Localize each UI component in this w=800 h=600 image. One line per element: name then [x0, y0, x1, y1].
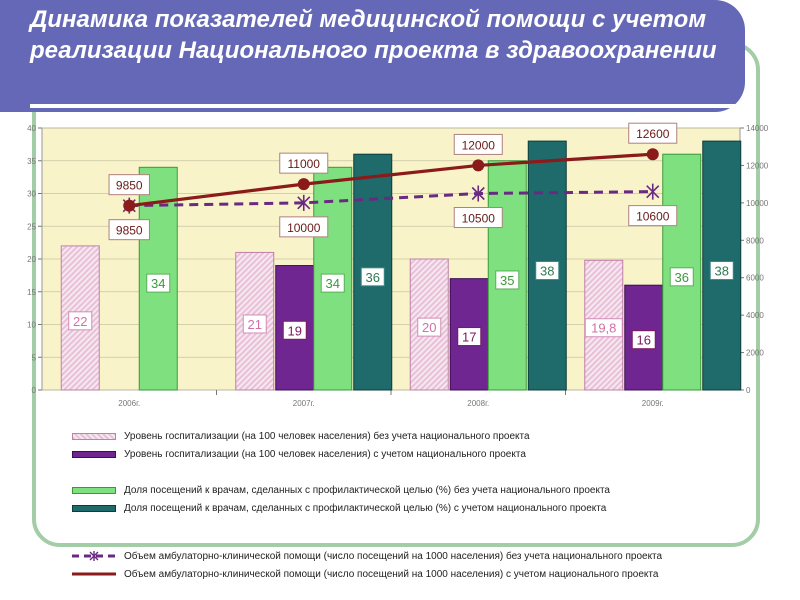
line-label-box — [279, 152, 329, 174]
line-point-marker — [646, 148, 659, 161]
bar-label-box — [709, 261, 734, 281]
right-axis-tick-label: 14000 — [746, 124, 769, 133]
line-data-label: 10500 — [462, 212, 496, 226]
legend-swatch — [72, 572, 116, 576]
legend-item-volume-without: Объем амбулаторно-клинической помощи (чи… — [72, 548, 662, 564]
x-axis-tick-label: 2007г. — [293, 399, 315, 408]
bar-label-box — [146, 273, 171, 293]
x-axis-tick-label: 2006г. — [118, 399, 140, 408]
line-label-box — [279, 216, 329, 238]
bar-label-box — [584, 318, 623, 338]
left-axis-tick-label: 15 — [27, 288, 36, 297]
left-axis-tick-label: 35 — [27, 157, 36, 166]
bar-data-label: 34 — [326, 276, 340, 291]
line-label-box — [628, 122, 678, 144]
right-axis-tick-label: 6000 — [746, 274, 764, 283]
bar-label-box — [68, 311, 93, 331]
right-axis-tick-label: 8000 — [746, 236, 764, 245]
left-axis-tick-label: 20 — [27, 255, 36, 264]
legend-label: Доля посещений к врачам, сделанных с про… — [124, 484, 610, 496]
left-axis-tick-label: 0 — [32, 386, 37, 395]
left-axis-tick-label: 5 — [32, 353, 37, 362]
x-axis-tick-label: 2009г. — [642, 399, 664, 408]
right-axis-tick-label: 0 — [746, 386, 751, 395]
legend-label: Уровень госпитализации (на 100 человек н… — [124, 430, 530, 442]
bar-data-label: 19,8 — [591, 321, 616, 336]
legend-label: Объем амбулаторно-клинической помощи (чи… — [124, 550, 663, 562]
volume-line-without-project — [129, 190, 653, 208]
bar-label-box — [669, 267, 694, 287]
bar-data-label: 22 — [73, 314, 87, 329]
line-data-label: 9850 — [116, 224, 143, 238]
x-axis-tick-label: 2008г. — [467, 399, 489, 408]
legend-swatch — [72, 551, 116, 561]
bar — [409, 258, 449, 391]
left-axis-tick-label: 10 — [27, 321, 36, 330]
line-data-label: 12600 — [636, 127, 670, 141]
line-point-marker — [123, 199, 136, 212]
legend-swatch — [72, 486, 116, 494]
line-label-box — [453, 207, 503, 228]
title-underline — [30, 104, 740, 108]
legend-item-visits-with: Доля посещений к врачам, сделанных с про… — [72, 500, 606, 516]
bar-label-box — [631, 330, 656, 350]
legend-item-hosp-with: Уровень госпитализации (на 100 человек н… — [72, 446, 526, 462]
bar-data-label: 38 — [715, 264, 729, 279]
page-title: Динамика показателей медицинской помощи … — [30, 6, 717, 64]
left-axis-tick-label: 25 — [27, 222, 36, 231]
legend-swatch — [72, 504, 116, 512]
bar-data-label: 34 — [151, 276, 165, 291]
line-point-marker — [472, 159, 485, 172]
bar-data-label: 19 — [288, 323, 302, 338]
legend-item-visits-without: Доля посещений к врачам, сделанных с про… — [72, 482, 610, 498]
right-axis-tick-label: 4000 — [746, 311, 764, 320]
right-axis-tick-label: 10000 — [746, 199, 769, 208]
bar-label-box — [495, 270, 520, 290]
right-axis-tick-label: 2000 — [746, 349, 764, 358]
bar-label-box — [457, 327, 482, 347]
legend-label: Доля посещений к врачам, сделанных с про… — [124, 502, 607, 514]
legend-label: Уровень госпитализации (на 100 человек н… — [124, 448, 526, 460]
legend-item-volume-with: Объем амбулаторно-клинической помощи (чи… — [72, 566, 658, 582]
title-banner: Динамика показателей медицинской помощи … — [0, 0, 745, 112]
volume-line-with-project — [129, 152, 653, 208]
line-label-box — [108, 219, 150, 241]
line-point-marker — [471, 185, 485, 202]
left-axis-tick-label: 30 — [27, 190, 36, 199]
legend-item-hosp-without: Уровень госпитализации (на 100 человек н… — [72, 428, 530, 444]
line-label-box — [628, 205, 678, 227]
bar-label-box — [320, 273, 345, 293]
line-label-box — [453, 133, 503, 155]
line-data-label: 9850 — [116, 179, 143, 193]
line-data-label: 12000 — [462, 138, 496, 152]
line-point-marker — [646, 183, 660, 200]
bar-label-box — [535, 261, 560, 281]
bar-data-label: 20 — [422, 320, 436, 335]
legend-swatch — [72, 432, 116, 440]
bar-data-label: 21 — [248, 317, 262, 332]
left-axis-tick-label: 40 — [27, 124, 36, 133]
bar-data-label: 38 — [540, 264, 554, 279]
bar-data-label: 35 — [500, 273, 514, 288]
bar-label-box — [242, 314, 267, 334]
bar-data-label: 17 — [462, 330, 476, 345]
line-point-marker — [297, 178, 310, 191]
bar-label-box — [360, 267, 385, 287]
bar-label-box — [417, 317, 442, 337]
legend-label: Объем амбулаторно-клинической помощи (чи… — [124, 568, 659, 580]
line-data-label: 10000 — [287, 221, 321, 235]
line-data-label: 11000 — [288, 157, 321, 171]
bar-label-box — [282, 320, 307, 340]
line-label-box — [108, 174, 150, 196]
bar-data-label: 36 — [366, 270, 380, 285]
bar-data-label: 36 — [675, 270, 689, 285]
right-axis-tick-label: 12000 — [746, 161, 769, 170]
legend-swatch — [72, 450, 116, 458]
bar-data-label: 16 — [637, 333, 651, 348]
line-data-label: 10600 — [636, 210, 670, 224]
line-point-marker — [297, 194, 311, 211]
